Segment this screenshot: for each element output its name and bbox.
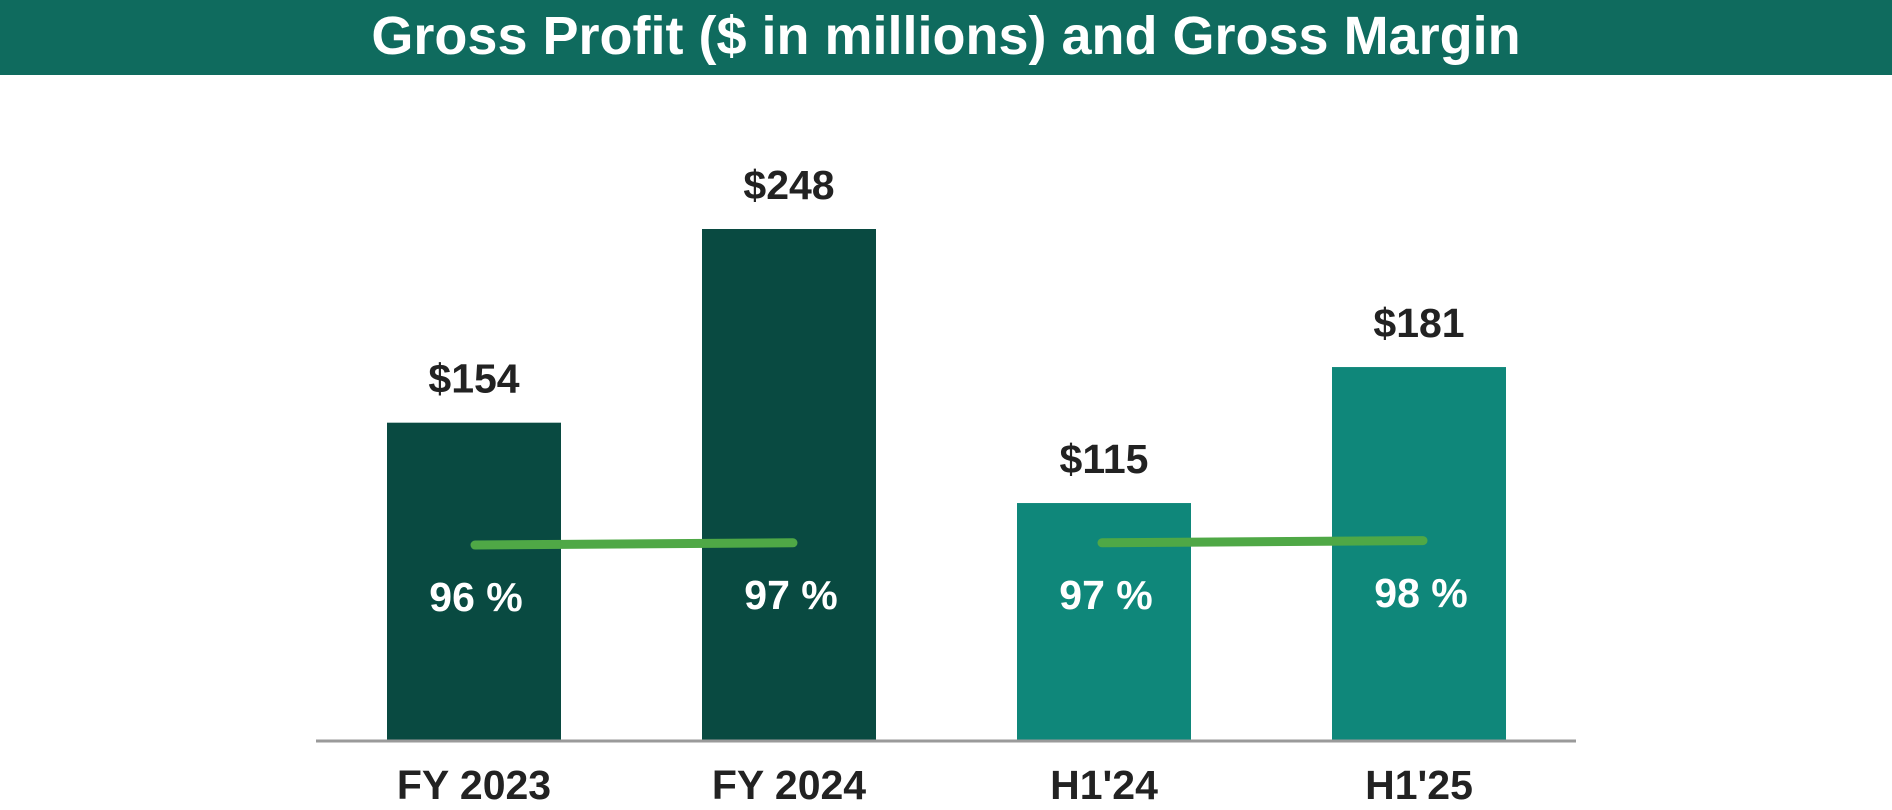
margin-label: 96 %: [429, 574, 522, 620]
margin-label: 98 %: [1374, 570, 1467, 616]
bar-h1-25: [1332, 367, 1506, 740]
value-label: $181: [1373, 300, 1464, 346]
category-label: H1'25: [1365, 762, 1473, 808]
margin-label: 97 %: [744, 572, 837, 618]
gross-margin-line: [1097, 536, 1428, 548]
gross-margin-line: [470, 538, 798, 550]
category-label: FY 2024: [712, 762, 866, 808]
chart-title: Gross Profit ($ in millions) and Gross M…: [371, 5, 1521, 66]
category-label: H1'24: [1050, 762, 1158, 808]
bar-fy-2024: [702, 229, 876, 740]
chart-title-bar: Gross Profit ($ in millions) and Gross M…: [0, 0, 1892, 75]
value-label: $154: [428, 356, 519, 402]
category-label: FY 2023: [397, 762, 551, 808]
margin-label: 97 %: [1059, 572, 1152, 618]
value-label: $248: [743, 162, 834, 208]
value-label: $115: [1060, 436, 1149, 482]
bar-fy-2023: [387, 422, 561, 740]
